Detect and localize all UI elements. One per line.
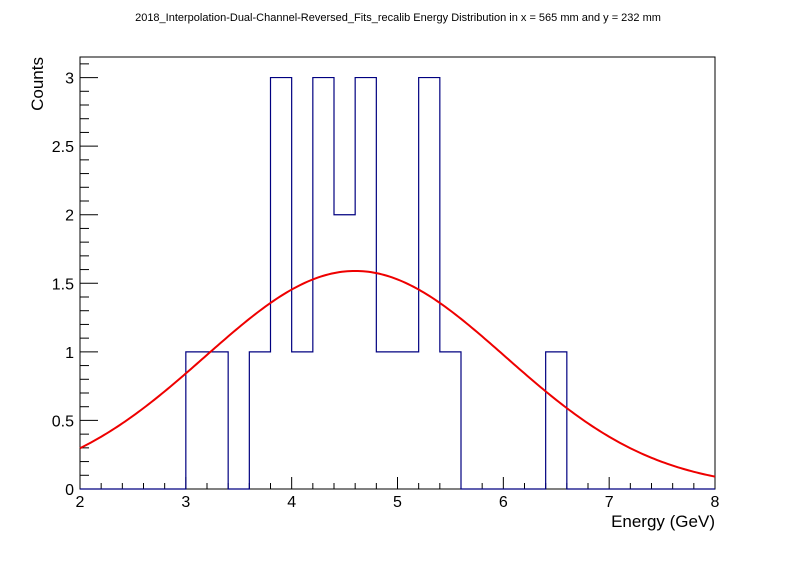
histogram-series [80,76,715,490]
y-tick-label: 0.5 [52,413,74,430]
x-tick-label: 4 [287,494,296,511]
x-tick-label: 3 [181,494,190,511]
y-axis: 0 0.5 1 1.5 2 2.5 3 [52,63,98,499]
plot-frame [79,56,716,490]
chart-title: 2018_Interpolation-Dual-Channel-Reversed… [135,12,661,24]
y-tick-label: 2 [65,208,74,225]
y-tick-label: 1.5 [52,276,74,293]
x-tick-label: 5 [393,494,402,511]
x-tick-label: 2 [76,494,85,511]
y-tick-label: 3 [65,71,74,88]
y-tick-label: 0 [65,482,74,499]
x-tick-label: 8 [711,494,720,511]
x-axis-label: Energy (GeV) [611,512,715,531]
x-axis: 2 3 4 5 6 7 8 [76,477,720,511]
y-tick-label: 2.5 [52,139,74,156]
x-tick-label: 6 [499,494,508,511]
x-tick-label: 7 [605,494,614,511]
y-axis-label: Counts [28,57,47,111]
fit-curve [79,269,716,478]
y-tick-label: 1 [65,345,74,362]
